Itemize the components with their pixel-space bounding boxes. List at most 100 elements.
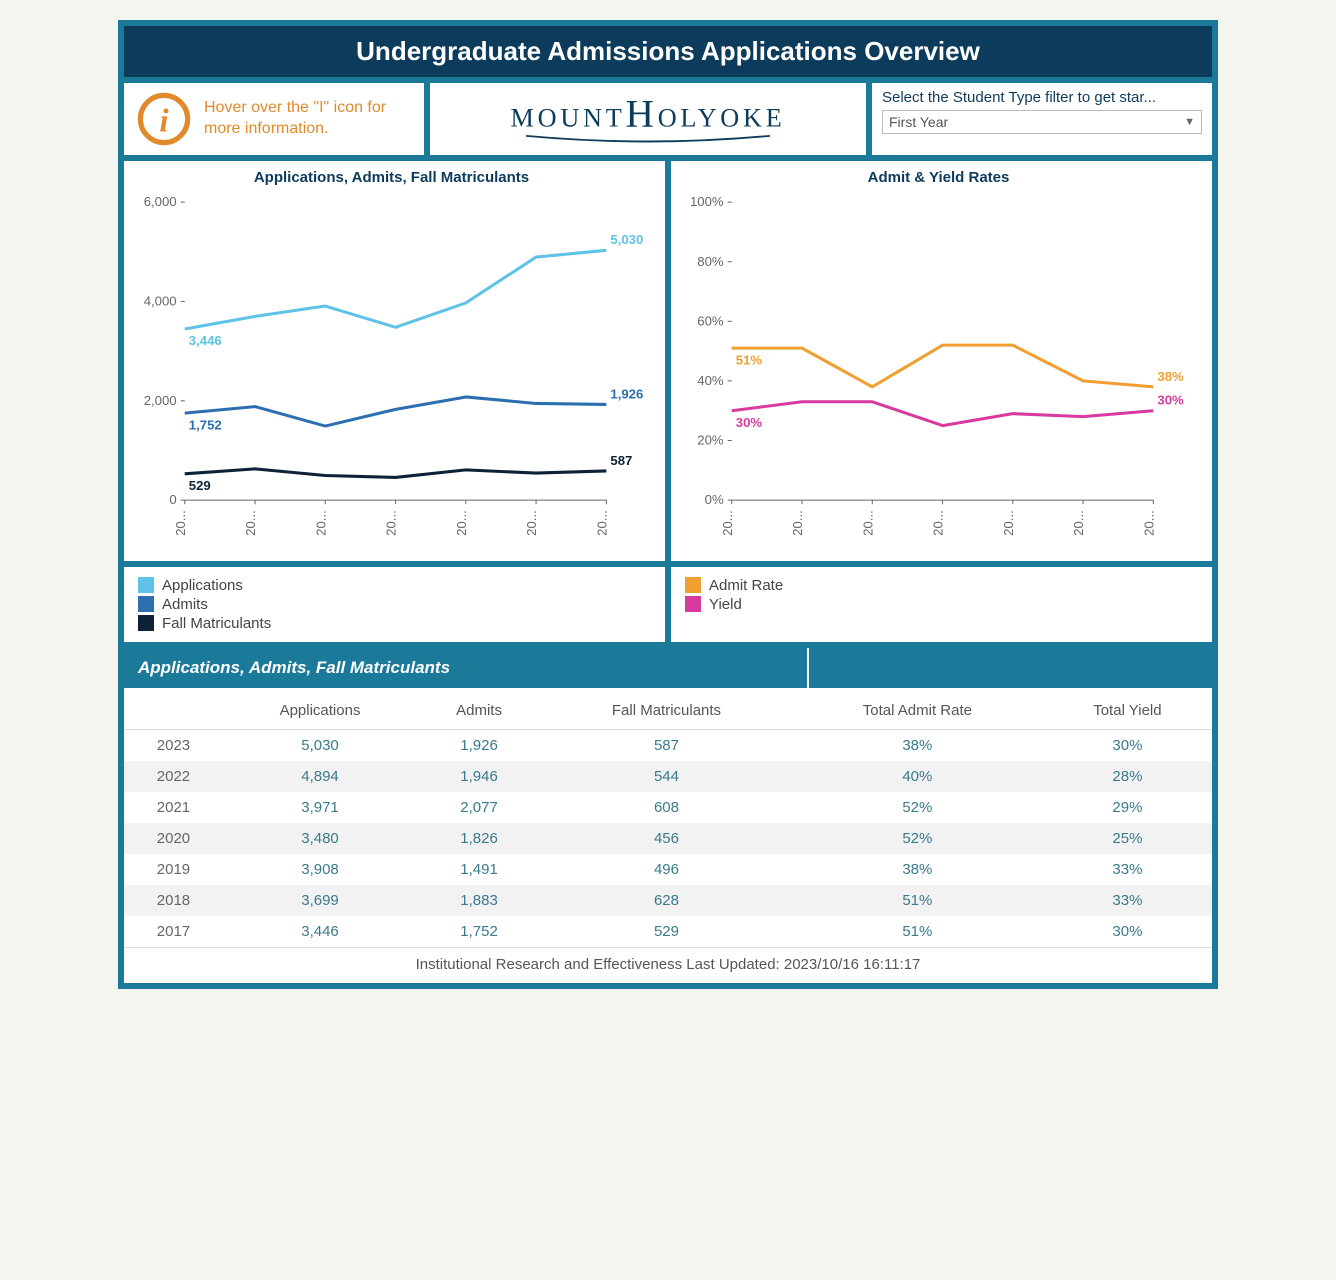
year-cell: 2023: [124, 729, 223, 761]
legend-label: Fall Matriculants: [162, 615, 271, 632]
header-row: i Hover over the "I" icon for more infor…: [124, 83, 1212, 155]
value-cell: 529: [541, 916, 792, 947]
value-cell: 1,752: [417, 916, 541, 947]
year-cell: 2021: [124, 792, 223, 823]
table-body: 20235,0301,92658738%30%20224,8941,946544…: [124, 729, 1212, 947]
chart1-svg: 02,0004,0006,00020...20...20...20...20..…: [128, 192, 655, 557]
svg-text:0: 0: [169, 492, 176, 507]
svg-text:529: 529: [189, 478, 211, 493]
table-row[interactable]: 20183,6991,88362851%33%: [124, 885, 1212, 916]
svg-text:20...: 20...: [524, 510, 539, 536]
filter-label: Select the Student Type filter to get st…: [882, 89, 1202, 106]
value-cell: 3,699: [223, 885, 417, 916]
admissions-table: ApplicationsAdmitsFall MatriculantsTotal…: [124, 688, 1212, 947]
legend-swatch: [138, 615, 154, 631]
dashboard-frame: Undergraduate Admissions Applications Ov…: [118, 20, 1218, 989]
table-row[interactable]: 20173,4461,75252951%30%: [124, 916, 1212, 947]
info-box: i Hover over the "I" icon for more infor…: [124, 83, 424, 155]
table-column-header[interactable]: Total Admit Rate: [792, 688, 1043, 730]
svg-text:38%: 38%: [1157, 369, 1184, 384]
legend-chart1: Applications Admits Fall Matriculants: [124, 567, 665, 642]
svg-text:20...: 20...: [243, 510, 258, 536]
logo: MOUNTHOLYOKE: [430, 83, 866, 155]
table-column-header[interactable]: [124, 688, 223, 730]
svg-text:30%: 30%: [736, 415, 763, 430]
chart2-title: Admit & Yield Rates: [675, 169, 1202, 186]
svg-text:51%: 51%: [736, 352, 763, 367]
filter-box: Select the Student Type filter to get st…: [872, 83, 1212, 155]
legend-label: Applications: [162, 577, 243, 594]
value-cell: 4,894: [223, 761, 417, 792]
svg-text:5,030: 5,030: [610, 232, 643, 247]
value-cell: 628: [541, 885, 792, 916]
table-row[interactable]: 20213,9712,07760852%29%: [124, 792, 1212, 823]
table-section: Applications, Admits, Fall Matriculants …: [124, 648, 1212, 983]
value-cell: 38%: [792, 854, 1043, 885]
svg-text:100%: 100%: [690, 194, 724, 209]
svg-text:80%: 80%: [697, 254, 724, 269]
year-cell: 2020: [124, 823, 223, 854]
legend-item[interactable]: Yield: [685, 596, 1198, 613]
legend-swatch: [138, 596, 154, 612]
value-cell: 29%: [1043, 792, 1212, 823]
value-cell: 28%: [1043, 761, 1212, 792]
table-row[interactable]: 20224,8941,94654440%28%: [124, 761, 1212, 792]
table-row[interactable]: 20193,9081,49149638%33%: [124, 854, 1212, 885]
chart-admit-yield: Admit & Yield Rates 0%20%40%60%80%100%20…: [671, 161, 1212, 561]
table-header-spacer: [809, 648, 1212, 688]
svg-text:20...: 20...: [790, 510, 805, 536]
value-cell: 496: [541, 854, 792, 885]
svg-text:i: i: [159, 102, 169, 139]
page-title: Undergraduate Admissions Applications Ov…: [124, 26, 1212, 77]
student-type-select[interactable]: First Year ▼: [882, 110, 1202, 134]
year-cell: 2022: [124, 761, 223, 792]
svg-text:20%: 20%: [697, 433, 724, 448]
value-cell: 608: [541, 792, 792, 823]
table-section-title: Applications, Admits, Fall Matriculants: [124, 648, 809, 688]
value-cell: 3,908: [223, 854, 417, 885]
svg-text:30%: 30%: [1157, 393, 1184, 408]
legend-label: Admit Rate: [709, 577, 783, 594]
value-cell: 33%: [1043, 854, 1212, 885]
value-cell: 52%: [792, 823, 1043, 854]
year-cell: 2017: [124, 916, 223, 947]
value-cell: 38%: [792, 729, 1043, 761]
svg-text:MOUNTHOLYOKE: MOUNTHOLYOKE: [511, 92, 786, 136]
value-cell: 51%: [792, 916, 1043, 947]
svg-text:20...: 20...: [1001, 510, 1016, 536]
svg-text:20...: 20...: [860, 510, 875, 536]
chart2-svg: 0%20%40%60%80%100%20...20...20...20...20…: [675, 192, 1202, 557]
legend-item[interactable]: Admit Rate: [685, 577, 1198, 594]
legend-chart2: Admit Rate Yield: [671, 567, 1212, 642]
value-cell: 2,077: [417, 792, 541, 823]
chart-applications-admits: Applications, Admits, Fall Matriculants …: [124, 161, 665, 561]
legend-item[interactable]: Admits: [138, 596, 651, 613]
table-column-header[interactable]: Total Yield: [1043, 688, 1212, 730]
svg-text:1,926: 1,926: [610, 386, 643, 401]
value-cell: 1,826: [417, 823, 541, 854]
svg-text:0%: 0%: [705, 492, 724, 507]
legend-row: Applications Admits Fall Matriculants Admi…: [124, 567, 1212, 642]
table-column-header[interactable]: Admits: [417, 688, 541, 730]
table-column-header[interactable]: Fall Matriculants: [541, 688, 792, 730]
svg-text:3,446: 3,446: [189, 333, 222, 348]
svg-text:6,000: 6,000: [144, 194, 177, 209]
charts-row: Applications, Admits, Fall Matriculants …: [124, 161, 1212, 561]
table-row[interactable]: 20235,0301,92658738%30%: [124, 729, 1212, 761]
value-cell: 587: [541, 729, 792, 761]
svg-text:20...: 20...: [384, 510, 399, 536]
table-column-header[interactable]: Applications: [223, 688, 417, 730]
chart1-title: Applications, Admits, Fall Matriculants: [128, 169, 655, 186]
legend-item[interactable]: Applications: [138, 577, 651, 594]
value-cell: 1,883: [417, 885, 541, 916]
legend-item[interactable]: Fall Matriculants: [138, 615, 651, 632]
table-row[interactable]: 20203,4801,82645652%25%: [124, 823, 1212, 854]
footer-note: Institutional Research and Effectiveness…: [124, 947, 1212, 983]
svg-text:40%: 40%: [697, 373, 724, 388]
value-cell: 51%: [792, 885, 1043, 916]
svg-text:20...: 20...: [720, 510, 735, 536]
svg-text:20...: 20...: [594, 510, 609, 536]
year-cell: 2019: [124, 854, 223, 885]
info-icon[interactable]: i: [136, 91, 192, 147]
table-header-bar: Applications, Admits, Fall Matriculants: [124, 648, 1212, 688]
